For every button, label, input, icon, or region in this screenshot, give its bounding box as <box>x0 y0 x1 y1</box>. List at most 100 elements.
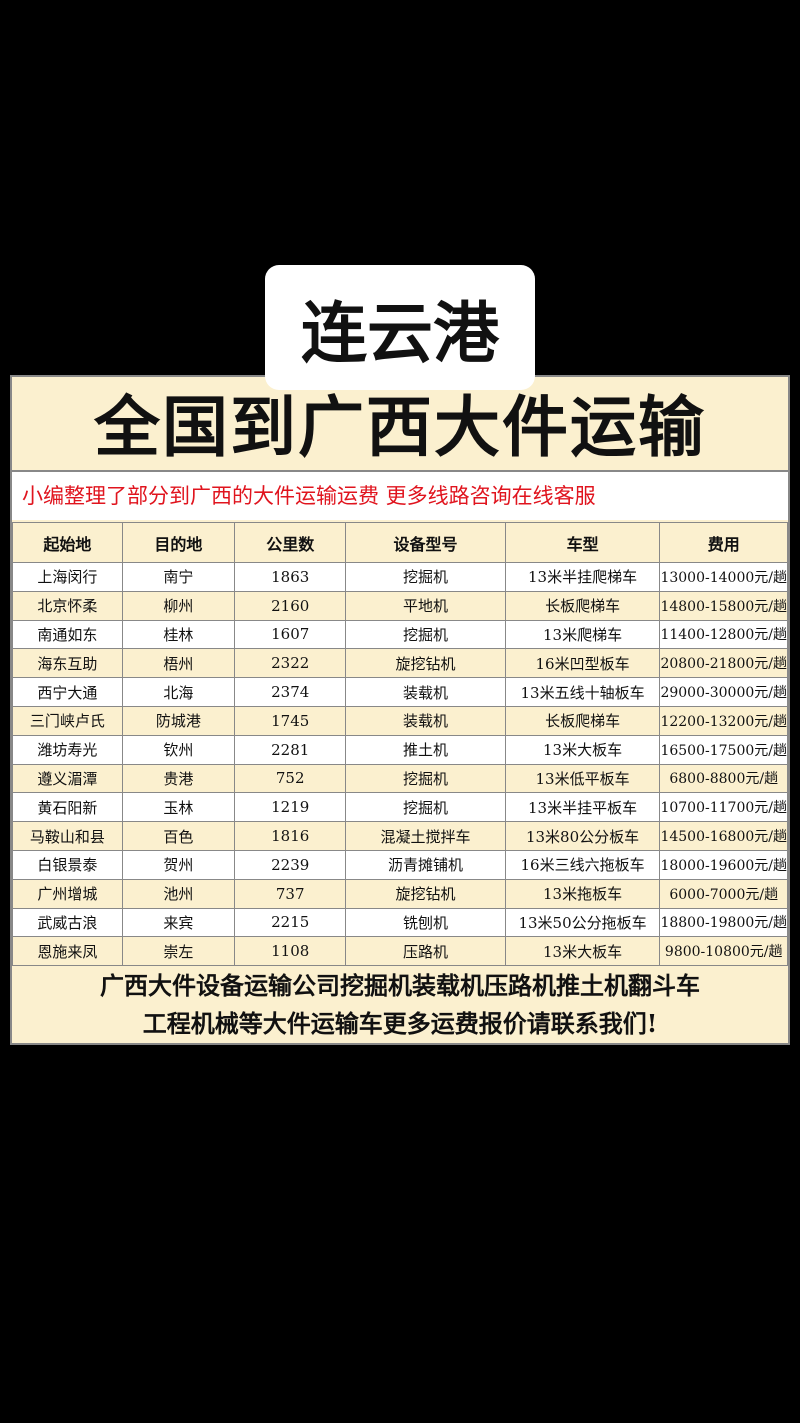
table-cell: 装载机 <box>345 677 506 707</box>
table-cell: 百色 <box>121 821 236 851</box>
footer-line: 广西大件设备运输公司挖掘机装载机压路机推土机翻斗车 <box>100 971 700 1000</box>
table-cell: 马鞍山和县 <box>12 821 123 851</box>
column-header: 费用 <box>659 522 788 563</box>
table-cell: 防城港 <box>121 705 236 736</box>
column-header: 起始地 <box>12 522 123 563</box>
table-cell: 遵义湄潭 <box>12 763 123 794</box>
city-label-box: 连云港 <box>265 265 535 390</box>
table-cell: 18000-19600元/趟 <box>659 849 788 880</box>
table-cell: 上海闵行 <box>12 562 123 592</box>
table-cell: 白银景泰 <box>12 849 123 880</box>
table-row: 西宁大通 北海 2374 装载机 13米五线十轴板车 29000-30000元/趟 <box>12 677 788 707</box>
table-cell: 12200-13200元/趟 <box>659 705 788 736</box>
table-cell: 737 <box>234 878 347 909</box>
table-cell: 752 <box>234 763 347 794</box>
table-cell: 13米爬梯车 <box>504 619 661 650</box>
table-cell: 武威古浪 <box>12 907 123 938</box>
table-cell: 2215 <box>234 907 347 938</box>
table-cell: 铣刨机 <box>345 907 506 938</box>
table-cell: 1108 <box>234 936 347 967</box>
table-cell: 海东互助 <box>12 648 123 679</box>
price-table: 起始地 目的地 公里数 设备型号 车型 费用 上海闵行 南宁 1863 挖掘机 13米半挂爬梯车 1… <box>12 522 788 967</box>
table-row: 南通如东 桂林 1607 挖掘机 13米爬梯车 11400-12800元/趟 <box>12 619 788 650</box>
page-title: 全国到广西大件运输 <box>94 388 706 466</box>
table-header: 起始地 目的地 公里数 设备型号 车型 费用 <box>12 522 788 563</box>
table-cell: 装载机 <box>345 705 506 736</box>
table-row: 三门峡卢氏 防城港 1745 装载机 长板爬梯车 12200-13200元/趟 <box>12 705 788 736</box>
table-cell: 南宁 <box>121 562 236 592</box>
column-header: 车型 <box>504 522 661 563</box>
table-cell: 恩施来凤 <box>12 936 123 967</box>
table-cell: 20800-21800元/趟 <box>659 648 788 679</box>
table-cell: 池州 <box>121 878 236 909</box>
table-cell: 梧州 <box>121 648 236 679</box>
table-cell: 西宁大通 <box>12 677 123 707</box>
table-cell: 广州增城 <box>12 878 123 909</box>
table-row: 潍坊寿光 钦州 2281 推土机 13米大板车 16500-17500元/趟 <box>12 734 788 765</box>
table-cell: 1745 <box>234 705 347 736</box>
table-cell: 2374 <box>234 677 347 707</box>
table-cell: 13米五线十轴板车 <box>504 677 661 707</box>
table-cell: 6800-8800元/趟 <box>659 763 788 794</box>
price-panel: 全国到广西大件运输 小编整理了部分到广西的大件运输运费 更多线路咨询在线客服 起… <box>10 375 790 1045</box>
table-cell: 1607 <box>234 619 347 650</box>
column-header: 公里数 <box>234 522 347 563</box>
table-cell: 9800-10800元/趟 <box>659 936 788 967</box>
table-cell: 1863 <box>234 562 347 592</box>
table-cell: 2239 <box>234 849 347 880</box>
table-cell: 13米大板车 <box>504 734 661 765</box>
table-cell: 13米80公分板车 <box>504 821 661 851</box>
table-cell: 沥青摊铺机 <box>345 849 506 880</box>
table-cell: 贺州 <box>121 849 236 880</box>
table-cell: 贵港 <box>121 763 236 794</box>
column-header: 设备型号 <box>345 522 506 563</box>
table-cell: 11400-12800元/趟 <box>659 619 788 650</box>
table-row: 黄石阳新 玉林 1219 挖掘机 13米半挂平板车 10700-11700元/趟 <box>12 792 788 823</box>
table-cell: 混凝土搅拌车 <box>345 821 506 851</box>
table-row: 上海闵行 南宁 1863 挖掘机 13米半挂爬梯车 13000-14000元/趟 <box>12 562 788 592</box>
table-cell: 压路机 <box>345 936 506 967</box>
table-row: 遵义湄潭 贵港 752 挖掘机 13米低平板车 6800-8800元/趟 <box>12 763 788 794</box>
table-cell: 黄石阳新 <box>12 792 123 823</box>
table-row: 海东互助 梧州 2322 旋挖钻机 16米凹型板车 20800-21800元/趟 <box>12 648 788 679</box>
table-cell: 桂林 <box>121 619 236 650</box>
table-cell: 北京怀柔 <box>12 590 123 621</box>
table-cell: 崇左 <box>121 936 236 967</box>
table-cell: 挖掘机 <box>345 562 506 592</box>
table-cell: 10700-11700元/趟 <box>659 792 788 823</box>
footer-line: 工程机械等大件运输车更多运费报价请联系我们! <box>142 1009 658 1038</box>
table-cell: 旋挖钻机 <box>345 648 506 679</box>
city-label: 连云港 <box>301 294 499 372</box>
table-cell: 16米凹型板车 <box>504 648 661 679</box>
table-cell: 13米低平板车 <box>504 763 661 794</box>
table-cell: 6000-7000元/趟 <box>659 878 788 909</box>
table-cell: 平地机 <box>345 590 506 621</box>
table-cell: 2160 <box>234 590 347 621</box>
table-cell: 18800-19800元/趟 <box>659 907 788 938</box>
table-row: 北京怀柔 柳州 2160 平地机 长板爬梯车 14800-15800元/趟 <box>12 590 788 621</box>
table-cell: 玉林 <box>121 792 236 823</box>
table-cell: 1219 <box>234 792 347 823</box>
table-cell: 13米半挂爬梯车 <box>504 562 661 592</box>
subtitle: 小编整理了部分到广西的大件运输运费 更多线路咨询在线客服 <box>12 470 788 520</box>
table-cell: 16500-17500元/趟 <box>659 734 788 765</box>
table-cell: 13米50公分拖板车 <box>504 907 661 938</box>
table-cell: 长板爬梯车 <box>504 705 661 736</box>
table-cell: 1816 <box>234 821 347 851</box>
table-row: 白银景泰 贺州 2239 沥青摊铺机 16米三线六拖板车 18000-19600元/趟 <box>12 849 788 880</box>
table-cell: 2281 <box>234 734 347 765</box>
table-cell: 南通如东 <box>12 619 123 650</box>
table-row: 马鞍山和县 百色 1816 混凝土搅拌车 13米80公分板车 14500-16800元/趟 <box>12 821 788 851</box>
table-row: 广州增城 池州 737 旋挖钻机 13米拖板车 6000-7000元/趟 <box>12 878 788 909</box>
table-cell: 14800-15800元/趟 <box>659 590 788 621</box>
table-cell: 潍坊寿光 <box>12 734 123 765</box>
table-cell: 挖掘机 <box>345 763 506 794</box>
table-cell: 三门峡卢氏 <box>12 705 123 736</box>
table-cell: 挖掘机 <box>345 619 506 650</box>
table-cell: 2322 <box>234 648 347 679</box>
table-cell: 29000-30000元/趟 <box>659 677 788 707</box>
table-row: 武威古浪 来宾 2215 铣刨机 13米50公分拖板车 18800-19800元/趟 <box>12 907 788 938</box>
table-row: 恩施来凤 崇左 1108 压路机 13米大板车 9800-10800元/趟 <box>12 936 788 967</box>
column-header: 目的地 <box>121 522 236 563</box>
table-cell: 13米拖板车 <box>504 878 661 909</box>
